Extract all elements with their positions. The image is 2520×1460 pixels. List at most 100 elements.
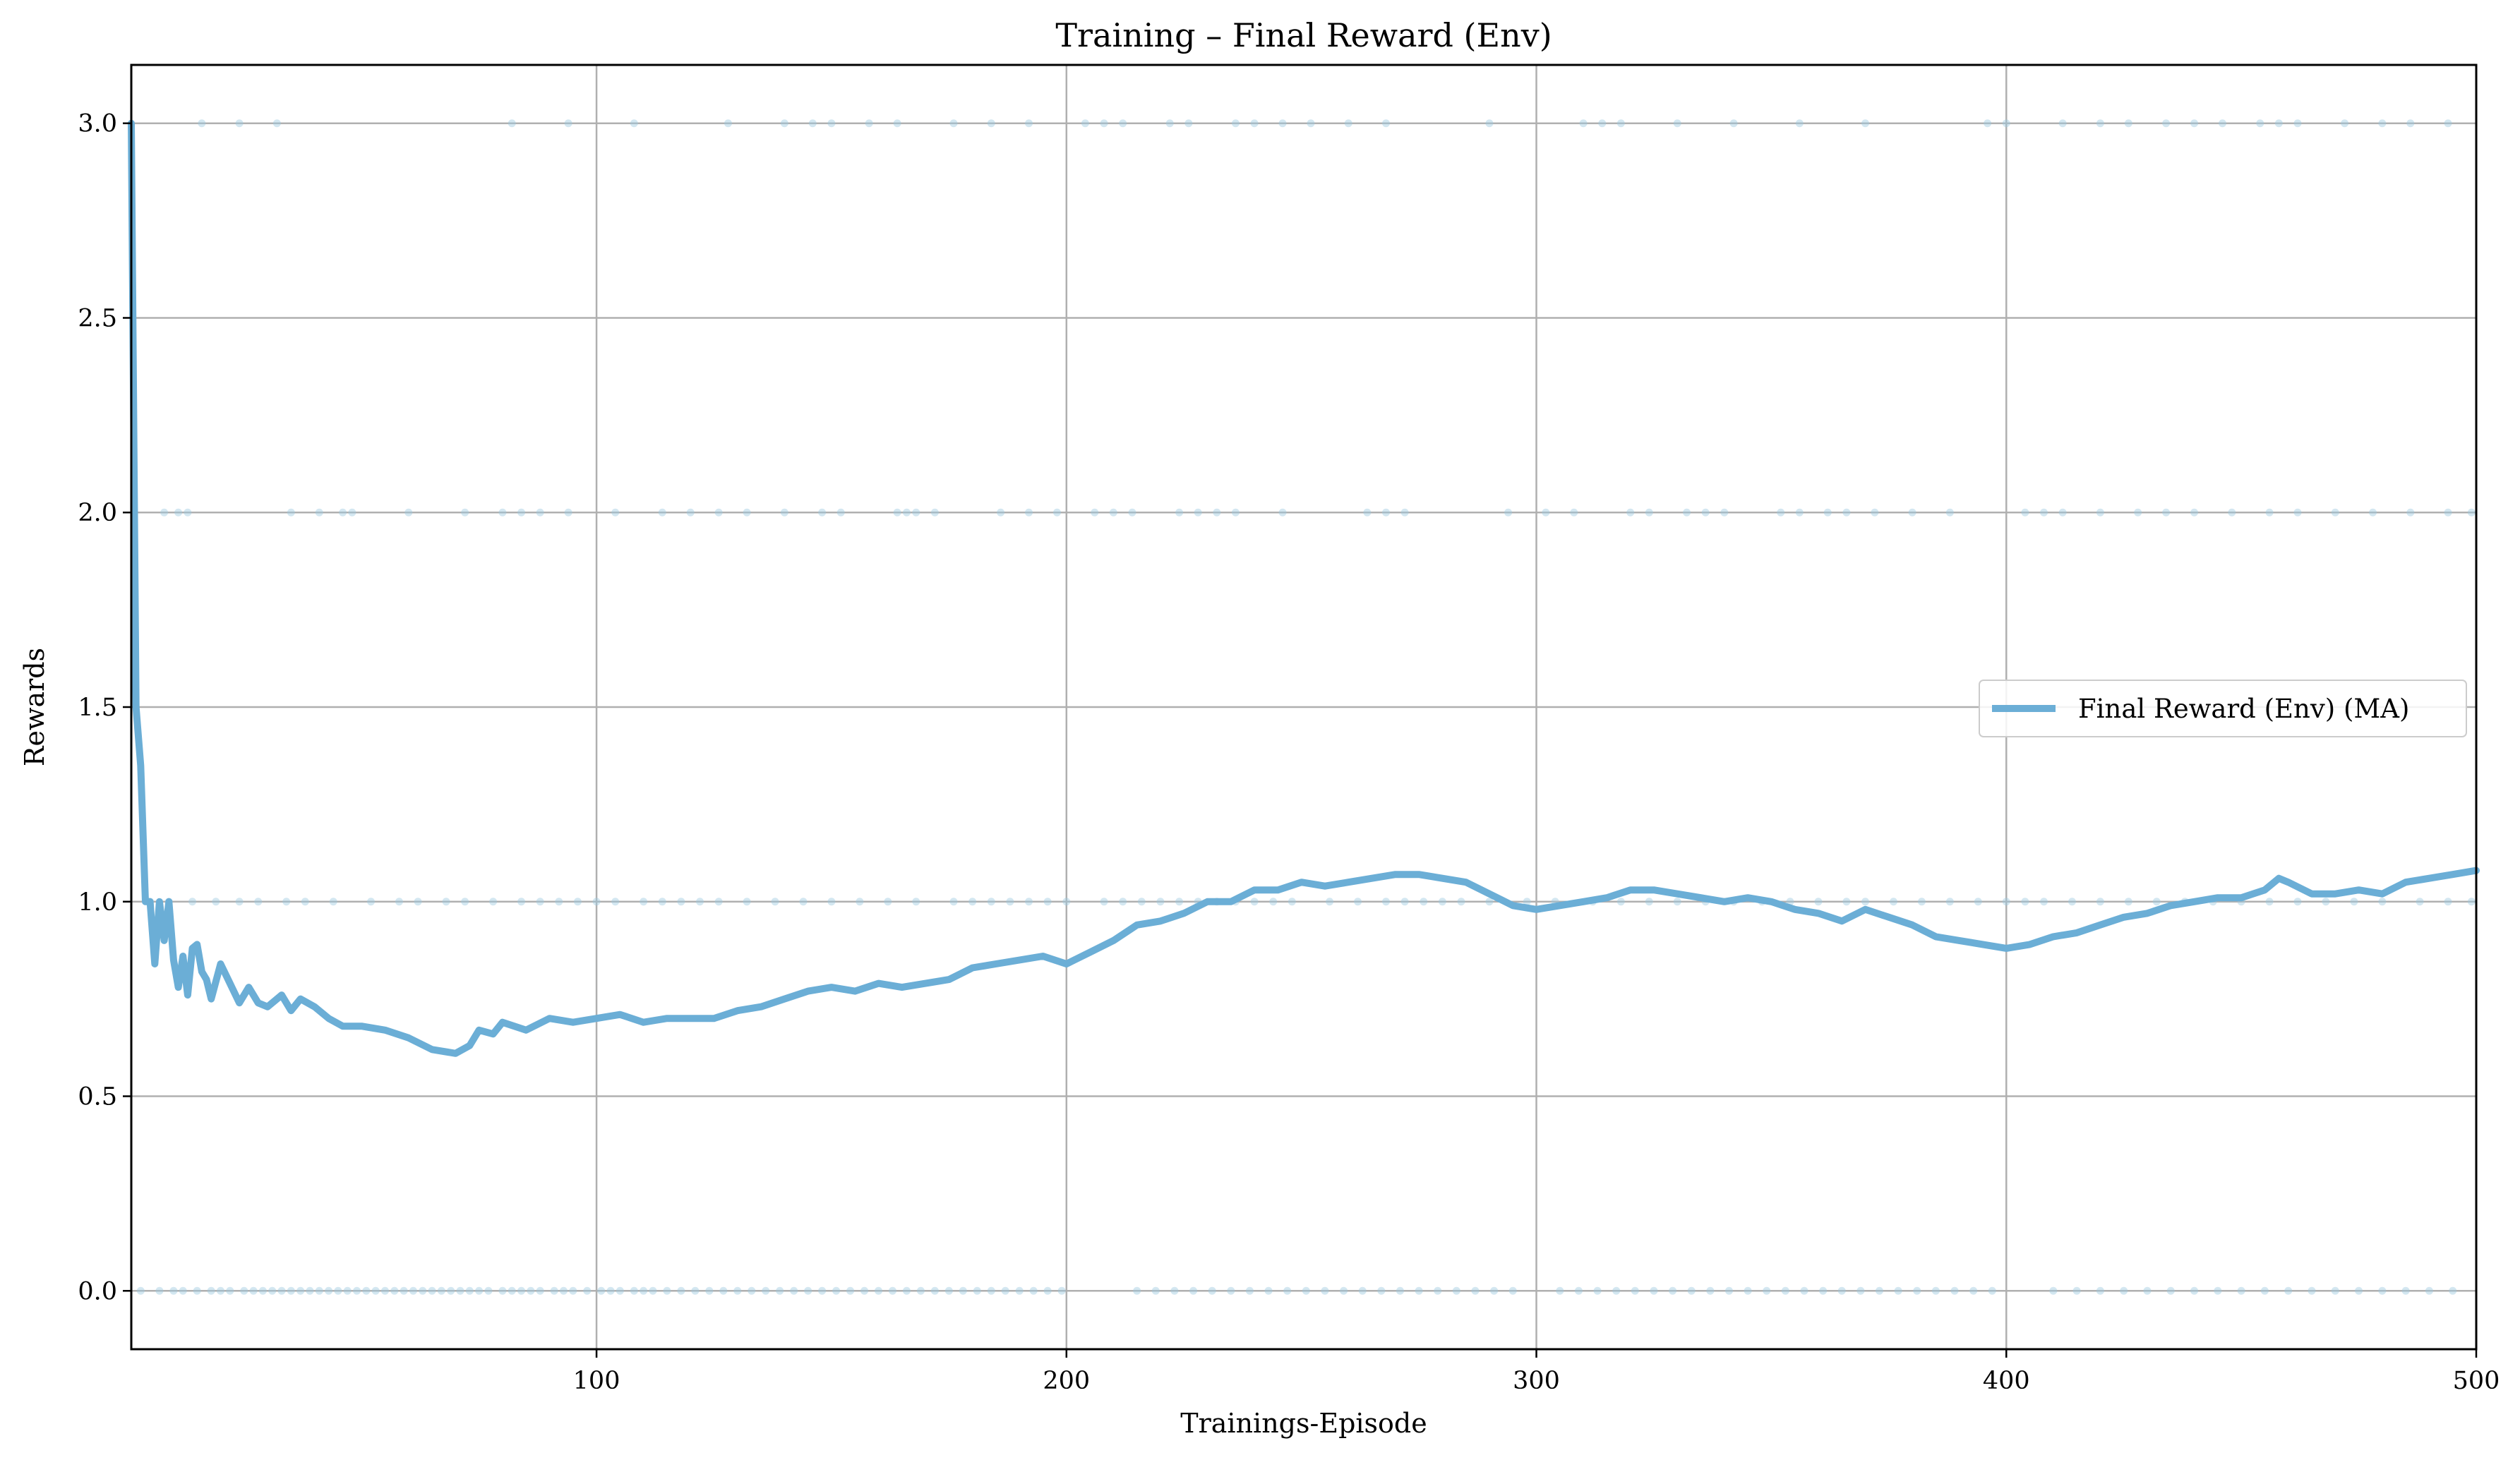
raw-point [1950, 1286, 1959, 1295]
raw-point [1382, 119, 1391, 128]
y-tick-label: 1.0 [78, 888, 117, 917]
raw-point [2378, 1286, 2387, 1295]
raw-point [216, 1286, 224, 1295]
raw-point [1969, 1286, 1978, 1295]
raw-point [1062, 898, 1071, 906]
raw-point [686, 508, 695, 517]
raw-point [268, 1286, 277, 1295]
raw-point [1556, 1286, 1564, 1295]
raw-point [893, 508, 901, 517]
raw-point [1485, 898, 1494, 906]
raw-point [339, 508, 347, 517]
raw-point [1616, 119, 1625, 128]
raw-point [348, 508, 356, 517]
raw-point [1917, 898, 1926, 906]
raw-point [2256, 119, 2264, 128]
raw-point [1377, 1286, 1386, 1295]
raw-point [997, 508, 1005, 517]
raw-point [1504, 508, 1513, 517]
raw-point [272, 119, 281, 128]
raw-point [1800, 1286, 1808, 1295]
raw-point [649, 1286, 657, 1295]
raw-point [2002, 898, 2010, 906]
raw-point [2444, 119, 2452, 128]
raw-point [1724, 1286, 1733, 1295]
y-tick-label: 3.0 [78, 110, 117, 138]
raw-point [1908, 508, 1916, 517]
raw-point [1133, 1286, 1141, 1295]
raw-point [2350, 898, 2358, 906]
raw-point [1706, 1286, 1715, 1295]
raw-point [1119, 898, 1127, 906]
raw-point [930, 508, 939, 517]
raw-point [442, 898, 450, 906]
raw-point [329, 898, 337, 906]
raw-point [169, 1286, 178, 1295]
raw-point [1307, 119, 1315, 128]
raw-point [1988, 1286, 1996, 1295]
raw-point [447, 1286, 455, 1295]
raw-point [606, 1286, 615, 1295]
raw-point [207, 1286, 215, 1295]
raw-point [2237, 1286, 2245, 1295]
raw-point [1025, 119, 1033, 128]
raw-point [2190, 508, 2199, 517]
raw-point [2467, 508, 2476, 517]
raw-point [1574, 1286, 1583, 1295]
raw-point [1382, 898, 1391, 906]
raw-point [1945, 508, 1954, 517]
raw-point [1490, 1286, 1499, 1295]
raw-point [2331, 1286, 2339, 1295]
raw-point [790, 1286, 798, 1295]
raw-point [2219, 119, 2227, 128]
raw-point [380, 1286, 389, 1295]
chart-title: Training – Final Reward (Env) [1055, 16, 1552, 54]
raw-point [2096, 119, 2104, 128]
raw-point [663, 1286, 671, 1295]
raw-point [2120, 1286, 2128, 1295]
raw-point [949, 119, 958, 128]
raw-point [1025, 898, 1033, 906]
raw-point [1340, 1286, 1348, 1295]
raw-point [902, 1286, 911, 1295]
raw-point [944, 1286, 953, 1295]
raw-point [2152, 898, 2161, 906]
raw-point [1001, 1286, 1009, 1295]
raw-point [1837, 1286, 1846, 1295]
raw-point [1931, 1286, 1940, 1295]
raw-point [1861, 119, 1870, 128]
raw-point [2265, 508, 2274, 517]
raw-point [1288, 898, 1296, 906]
raw-point [597, 1286, 606, 1295]
raw-point [893, 119, 901, 128]
x-tick-label: 200 [1043, 1367, 1090, 1395]
raw-point [1616, 898, 1625, 906]
raw-point [282, 898, 291, 906]
raw-point [1626, 508, 1635, 517]
raw-point [1189, 1286, 1198, 1295]
raw-point [1057, 1286, 1066, 1295]
raw-point [1128, 508, 1136, 517]
x-tick-label: 500 [2453, 1367, 2500, 1395]
raw-point [2058, 508, 2067, 517]
raw-point [1720, 508, 1729, 517]
raw-point [1396, 1286, 1404, 1295]
raw-point [1165, 119, 1174, 128]
raw-point [498, 508, 507, 517]
raw-point [1669, 1286, 1677, 1295]
raw-point [1645, 508, 1653, 517]
raw-point [771, 898, 779, 906]
raw-point [611, 898, 620, 906]
raw-point [2021, 898, 2029, 906]
raw-point [1250, 898, 1259, 906]
raw-point [1100, 898, 1108, 906]
raw-point [160, 508, 169, 517]
raw-point [1081, 119, 1089, 128]
raw-point [860, 1286, 869, 1295]
raw-point [724, 119, 732, 128]
raw-point [461, 898, 469, 906]
raw-point [1213, 508, 1221, 517]
raw-point [569, 1286, 577, 1295]
raw-point [2166, 1286, 2175, 1295]
raw-point [1673, 898, 1681, 906]
